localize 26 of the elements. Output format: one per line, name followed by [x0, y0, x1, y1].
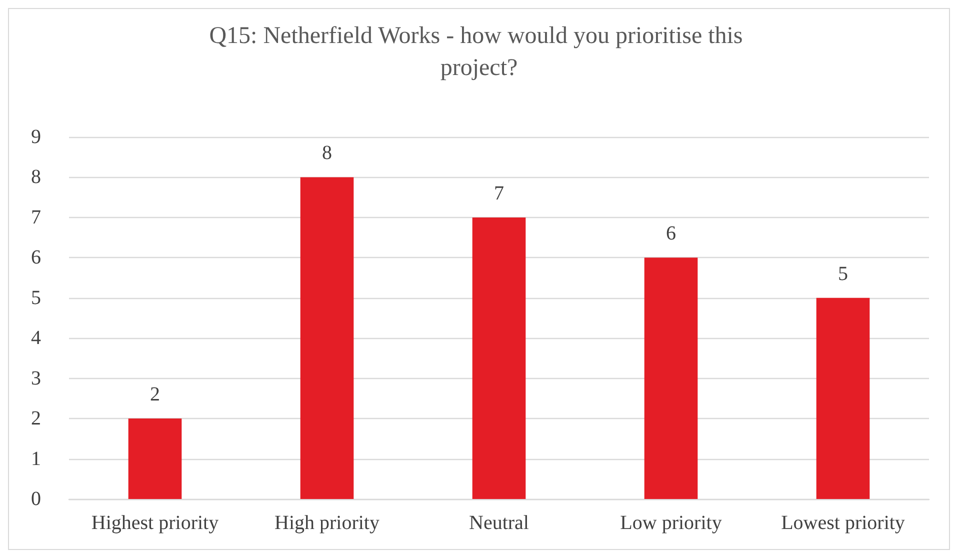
x-tick-label: Low priority [620, 512, 722, 534]
bar [128, 418, 182, 499]
y-tick-label: 1 [31, 448, 41, 470]
y-tick-label: 7 [31, 206, 41, 228]
x-tick-label: Neutral [469, 512, 530, 534]
y-tick-label: 5 [31, 286, 41, 309]
data-label: 7 [494, 182, 504, 204]
x-tick-label: High priority [274, 512, 380, 534]
y-tick-label: 6 [31, 246, 41, 269]
bar [644, 258, 698, 499]
bar [300, 177, 354, 499]
chart-title: Q15: Netherfield Works - how would you prioritise this project? [209, 23, 749, 81]
x-tick-label: Highest priority [91, 512, 219, 534]
y-tick-label: 8 [31, 166, 41, 188]
y-tick-label: 0 [31, 488, 41, 510]
x-tick-label: Lowest priority [781, 512, 905, 534]
y-tick-label: 2 [31, 408, 41, 430]
y-tick-label: 9 [31, 126, 41, 148]
data-label: 5 [838, 262, 848, 285]
y-tick-label: 4 [31, 327, 41, 350]
data-label: 8 [322, 142, 332, 164]
bar [472, 217, 526, 499]
y-tick-label: 3 [31, 367, 41, 390]
data-label: 2 [150, 384, 160, 406]
data-label: 6 [666, 222, 676, 245]
bar [816, 298, 870, 499]
